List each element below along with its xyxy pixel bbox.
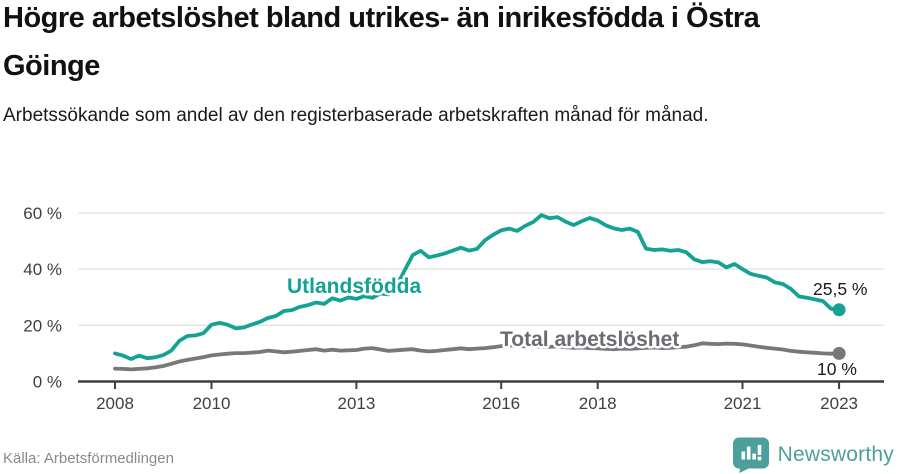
x-tick-label: 2018 (579, 394, 617, 413)
y-tick-label: 0 % (33, 373, 62, 392)
logo-bars (741, 445, 761, 461)
x-tick-label: 2010 (193, 394, 231, 413)
x-tick-label: 2008 (96, 394, 134, 413)
series-value-labels: 25,5 % 10 % (813, 279, 867, 379)
gridlines (78, 212, 884, 326)
y-tick-label: 20 % (23, 316, 62, 335)
series-label-0: Utlandsfödda (287, 275, 421, 298)
newsworthy-brand-name: Newsworthy (777, 443, 894, 466)
unemployment-line-chart: 0 % 20 % 40 % 60 % 2008 2010 2013 2016 2018 2021… (23, 204, 884, 413)
x-axis-labels: 2008 2010 2013 2016 2018 2021 2023 (96, 394, 858, 413)
x-tick-label: 2021 (724, 394, 762, 413)
y-tick-label: 60 % (23, 204, 62, 223)
series-end-value-1: 10 % (817, 359, 857, 379)
series-label-1: Total arbetslöshet (500, 328, 679, 351)
x-tick-label: 2013 (337, 394, 375, 413)
newsworthy-brand: Newsworthy (731, 437, 894, 473)
series-end-dot-0 (832, 303, 846, 317)
page-title: Högre arbetslöshet bland utrikes- än inr… (3, 2, 760, 82)
series-line-0 (113, 213, 841, 361)
series-end-value-0: 25,5 % (813, 279, 867, 299)
x-axis (78, 380, 884, 389)
y-axis-labels: 0 % 20 % 40 % 60 % (23, 204, 62, 392)
series-name-labels: Utlandsfödda Total arbetslöshet (285, 273, 682, 354)
series-line-1 (113, 341, 841, 372)
y-tick-label: 40 % (23, 260, 62, 279)
series-lines (113, 213, 846, 372)
x-tick-label: 2016 (482, 394, 520, 413)
newsworthy-logo-icon (732, 437, 769, 473)
subtitle: Arbetssökande som andel av den registerb… (3, 105, 709, 126)
series-end-dot-1 (832, 346, 846, 360)
x-tick-label: 2023 (820, 394, 858, 413)
source-note: Källa: Arbetsförmedlingen (3, 450, 174, 467)
